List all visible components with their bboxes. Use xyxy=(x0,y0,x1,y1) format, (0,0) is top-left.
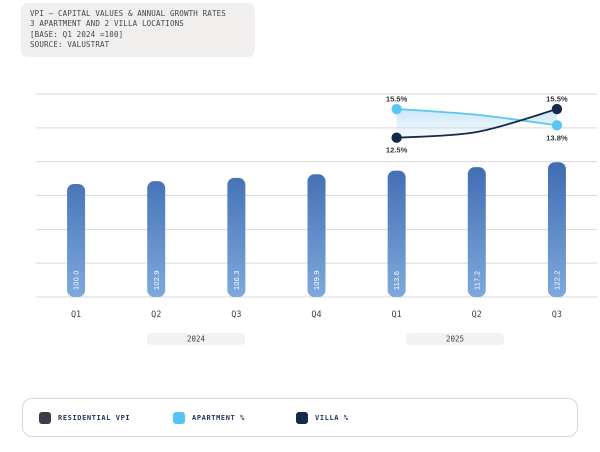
vpi-bars: 100.0 102.9 106.3 109.9 113.6 117.2 122.2 xyxy=(67,162,566,297)
bar-value-label: 122.2 xyxy=(553,270,562,290)
year-pill xyxy=(406,333,504,345)
x-axis-label: Q4 xyxy=(311,310,321,320)
chart-source-note: SOURCE: VALUSTRAT xyxy=(30,39,110,49)
legend-label: VILLA % xyxy=(315,413,349,422)
x-axis-label: Q1 xyxy=(392,310,402,320)
chart-title-line: VPI – CAPITAL VALUES & ANNUAL GROWTH RAT… xyxy=(30,9,226,18)
chart-legend: RESIDENTIAL VPI APARTMENT % VILLA % xyxy=(22,398,578,437)
legend-item-villa-: VILLA % xyxy=(296,399,349,436)
growth-rate-label: 15.5% xyxy=(386,95,408,104)
growth-band-fill xyxy=(396,109,557,138)
bar-value-label: 106.3 xyxy=(232,270,241,290)
bar-value-label: 100.0 xyxy=(72,270,81,290)
growth-rate-label: 12.5% xyxy=(386,146,408,155)
legend-label: APARTMENT % xyxy=(192,413,245,422)
vpi-bar xyxy=(147,181,166,297)
legend-label: RESIDENTIAL VPI xyxy=(58,413,131,422)
legend-item-apartment-: APARTMENT % xyxy=(173,399,245,436)
bar-value-label: 102.9 xyxy=(152,270,161,290)
growth-rate-label: 15.5% xyxy=(546,95,568,104)
legend-swatch xyxy=(296,411,308,424)
x-axis-label: Q3 xyxy=(231,310,241,320)
line-point-marker xyxy=(551,120,563,131)
vpi-bar xyxy=(547,162,566,297)
vpi-bar xyxy=(307,174,326,297)
bar-value-label: 109.9 xyxy=(312,270,321,290)
year-pill-label: 2024 xyxy=(187,335,206,344)
vpi-bar xyxy=(387,170,406,297)
legend-swatch xyxy=(39,411,51,424)
x-axis-label: Q2 xyxy=(151,310,161,320)
chart-subtitle-line: 3 APARTMENT AND 2 VILLA LOCATIONS xyxy=(30,19,184,29)
x-axis-label: Q3 xyxy=(552,310,562,320)
x-axis-label: Q2 xyxy=(472,310,482,320)
year-pill xyxy=(147,333,245,345)
title-card: VPI – CAPITAL VALUES & ANNUAL GROWTH RAT… xyxy=(21,3,255,58)
vpi-bar xyxy=(67,184,86,297)
apartment-line xyxy=(395,108,558,127)
legend-swatch xyxy=(173,411,185,424)
chart-base-note: [BASE: Q1 2024 =100] xyxy=(30,29,124,39)
bar-value-label: 117.2 xyxy=(472,271,481,290)
growth-rate-label: 13.8% xyxy=(546,133,568,142)
line-point-marker xyxy=(391,103,402,115)
vpi-bar xyxy=(227,177,246,297)
villa-line xyxy=(395,108,558,139)
year-pill-label: 2025 xyxy=(446,335,464,344)
legend-item-residential-vpi: RESIDENTIAL VPI xyxy=(39,399,130,436)
line-point-marker xyxy=(551,103,563,115)
line-point-marker xyxy=(391,132,402,143)
vpi-bar xyxy=(467,167,486,297)
x-axis-label: Q1 xyxy=(71,310,81,320)
bar-value-label: 113.6 xyxy=(392,271,401,290)
